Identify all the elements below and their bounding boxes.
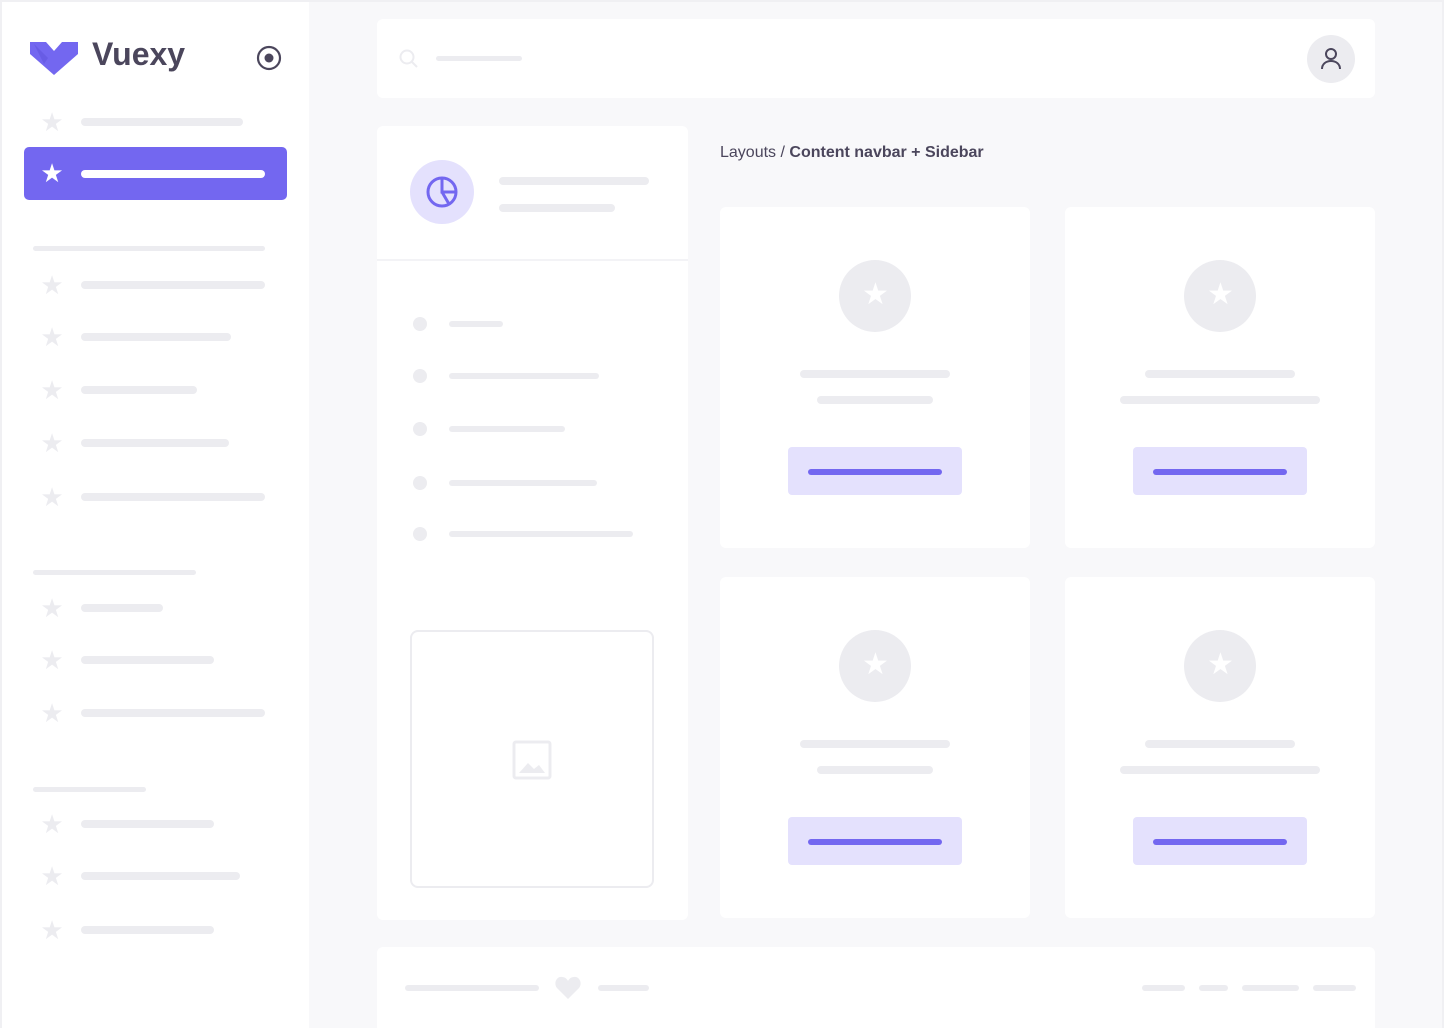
content-card: ★ <box>720 577 1030 918</box>
card-text-placeholder <box>817 766 933 774</box>
footer-link[interactable] <box>1199 985 1228 991</box>
card-title-placeholder <box>800 740 950 748</box>
sidebar-item[interactable]: ★ <box>24 423 287 463</box>
card-button[interactable] <box>1133 447 1307 495</box>
content-card: ★ <box>720 207 1030 548</box>
panel-subtitle-placeholder <box>499 204 615 212</box>
footer-link[interactable] <box>1242 985 1299 991</box>
divider <box>377 259 688 261</box>
card-text-placeholder <box>1120 396 1320 404</box>
section-header <box>33 787 146 792</box>
star-icon: ★ <box>40 428 64 458</box>
star-icon: ★ <box>862 648 889 681</box>
search-icon[interactable] <box>399 49 419 69</box>
card-text-placeholder <box>817 396 933 404</box>
card-icon-circle: ★ <box>1184 630 1256 702</box>
star-icon: ★ <box>40 915 64 945</box>
card-title-placeholder <box>1145 740 1295 748</box>
footer-link[interactable] <box>1313 985 1356 991</box>
sidebar-item[interactable]: ★ <box>24 265 287 305</box>
left-panel <box>377 126 688 920</box>
star-icon: ★ <box>40 593 64 623</box>
card-icon-circle: ★ <box>839 260 911 332</box>
user-icon <box>1321 48 1341 70</box>
star-icon: ★ <box>1207 278 1234 311</box>
list-item[interactable] <box>413 524 673 544</box>
star-icon: ★ <box>40 375 64 405</box>
card-button[interactable] <box>788 817 962 865</box>
card-button[interactable] <box>1133 817 1307 865</box>
star-icon: ★ <box>40 698 64 728</box>
sidebar-item[interactable]: ★ <box>24 910 287 950</box>
radio-circle-icon[interactable] <box>256 45 282 71</box>
star-icon: ★ <box>40 322 64 352</box>
navbar <box>377 19 1375 98</box>
card-text-placeholder <box>1120 766 1320 774</box>
content-card: ★ <box>1065 207 1375 548</box>
search-input[interactable] <box>436 56 522 61</box>
footer <box>377 947 1375 1028</box>
star-icon: ★ <box>40 809 64 839</box>
star-icon: ★ <box>40 158 64 188</box>
sidebar-item[interactable]: ★ <box>24 640 287 680</box>
section-header <box>33 570 196 575</box>
image-icon <box>512 740 552 780</box>
star-icon: ★ <box>862 278 889 311</box>
sidebar-item-active[interactable]: ★ <box>24 147 287 200</box>
breadcrumb-current: Content navbar + Sidebar <box>789 144 984 161</box>
sidebar-item[interactable]: ★ <box>24 477 287 517</box>
card-title-placeholder <box>800 370 950 378</box>
heart-icon <box>555 976 581 999</box>
panel-title-placeholder <box>499 177 649 185</box>
card-icon-circle: ★ <box>839 630 911 702</box>
footer-link[interactable] <box>1142 985 1185 991</box>
breadcrumb-parent[interactable]: Layouts <box>720 144 777 161</box>
card-button[interactable] <box>788 447 962 495</box>
footer-text-placeholder <box>598 985 649 991</box>
star-icon: ★ <box>40 861 64 891</box>
sidebar-item[interactable]: ★ <box>24 693 287 733</box>
breadcrumb-separator: / <box>776 144 790 161</box>
sidebar-item[interactable]: ★ <box>24 856 287 896</box>
star-icon: ★ <box>40 482 64 512</box>
sidebar-item[interactable]: ★ <box>24 370 287 410</box>
section-header <box>33 246 265 251</box>
star-icon: ★ <box>40 270 64 300</box>
logo-icon <box>30 42 78 75</box>
star-icon: ★ <box>1207 648 1234 681</box>
list-item[interactable] <box>413 366 673 386</box>
list-item[interactable] <box>413 473 673 493</box>
sidebar-item[interactable]: ★ <box>24 317 287 357</box>
sidebar-item[interactable]: ★ <box>24 102 287 142</box>
footer-text-placeholder <box>405 985 539 991</box>
content-card: ★ <box>1065 577 1375 918</box>
sidebar-item[interactable]: ★ <box>24 588 287 628</box>
pie-chart-icon <box>426 176 458 208</box>
sidebar: Vuexy ★ ★ ★ ★ ★ ★ ★ ★ ★ ★ ★ ★ ★ <box>2 2 309 1028</box>
list-item[interactable] <box>413 419 673 439</box>
sidebar-item[interactable]: ★ <box>24 804 287 844</box>
breadcrumb: Layouts / Content navbar + Sidebar <box>720 144 984 162</box>
card-title-placeholder <box>1145 370 1295 378</box>
star-icon: ★ <box>40 645 64 675</box>
card-icon-circle: ★ <box>1184 260 1256 332</box>
brand-name: Vuexy <box>92 36 186 72</box>
avatar[interactable] <box>1307 35 1355 83</box>
image-placeholder <box>410 630 654 888</box>
panel-avatar <box>410 160 474 224</box>
star-icon: ★ <box>40 107 64 137</box>
list-item[interactable] <box>413 314 673 334</box>
